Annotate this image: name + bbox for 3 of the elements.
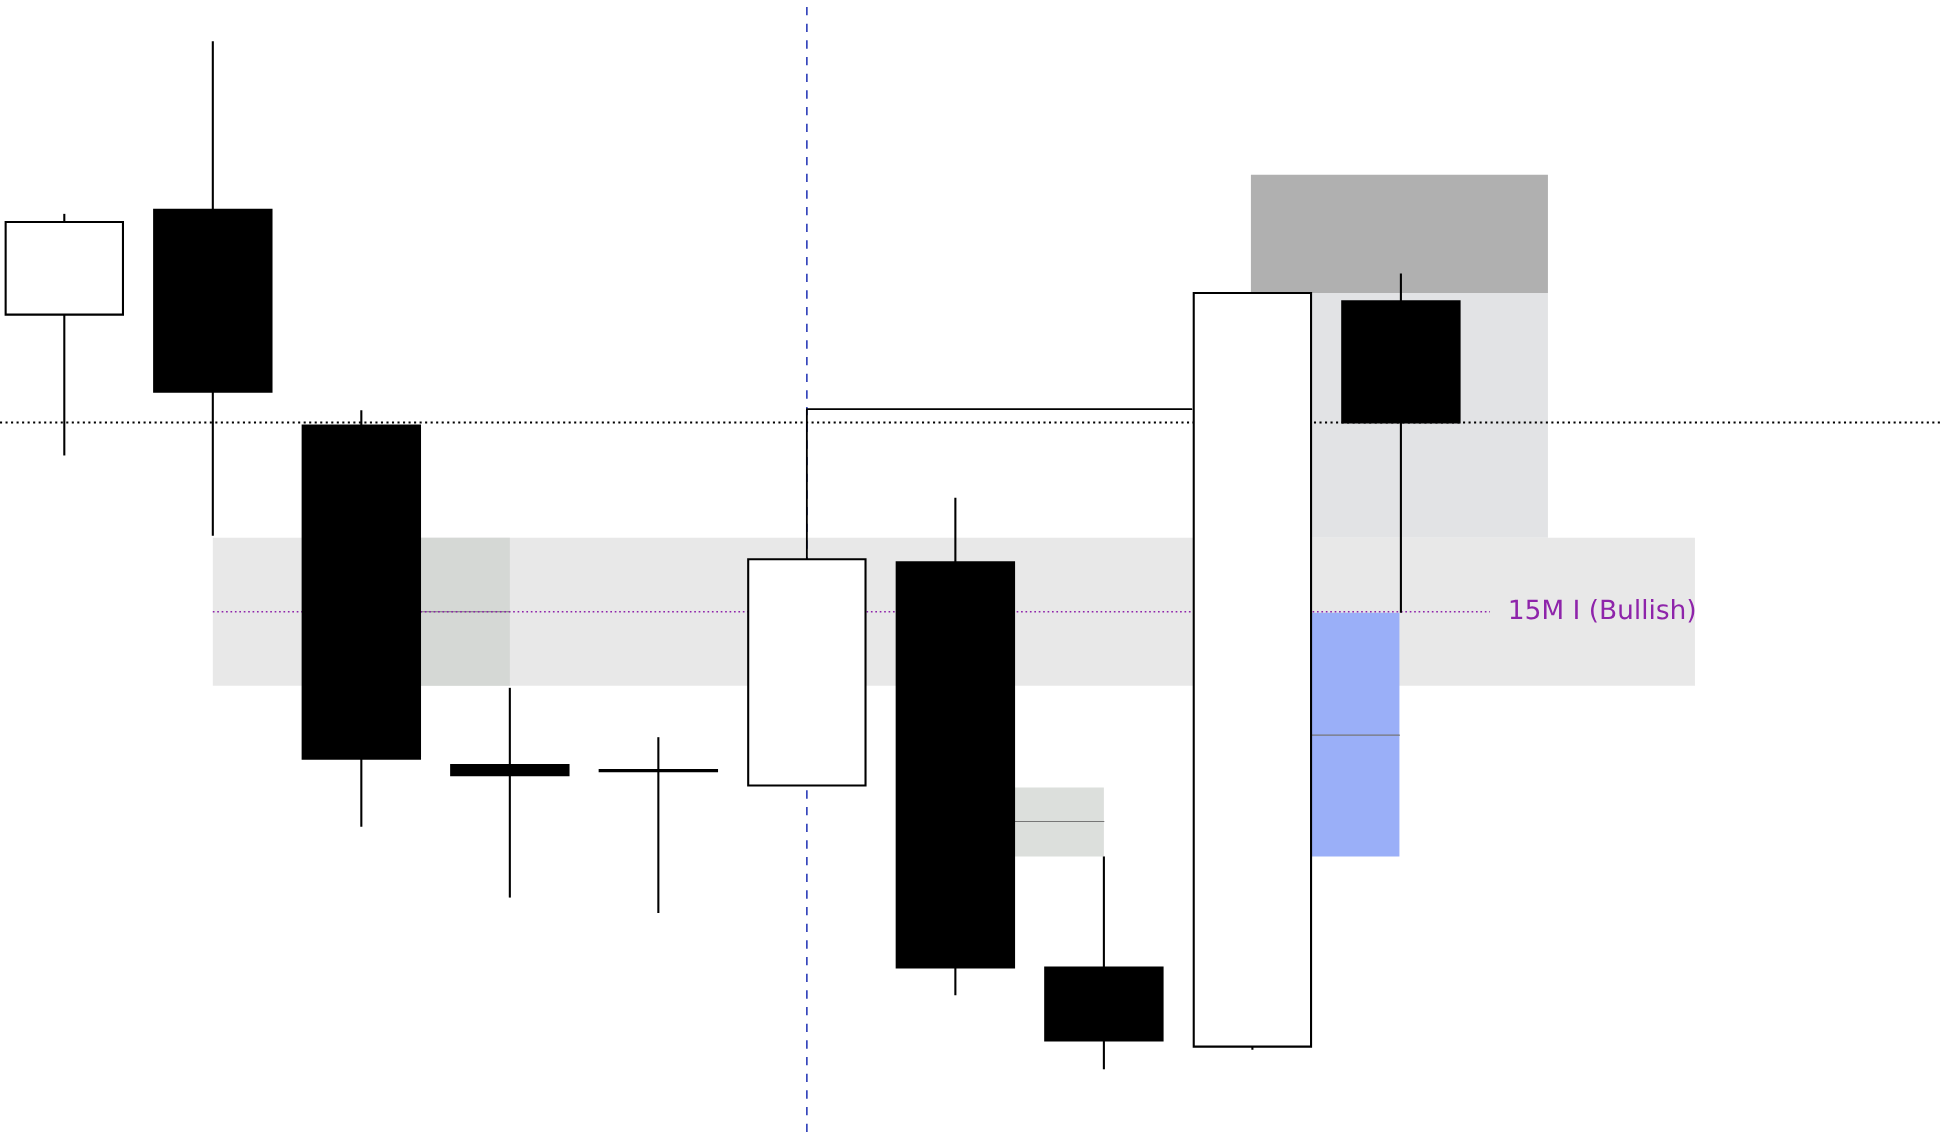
candlestick <box>598 736 719 915</box>
ref-line-label: 15M I (Bullish) <box>1510 598 1695 623</box>
candlestick <box>450 686 570 899</box>
